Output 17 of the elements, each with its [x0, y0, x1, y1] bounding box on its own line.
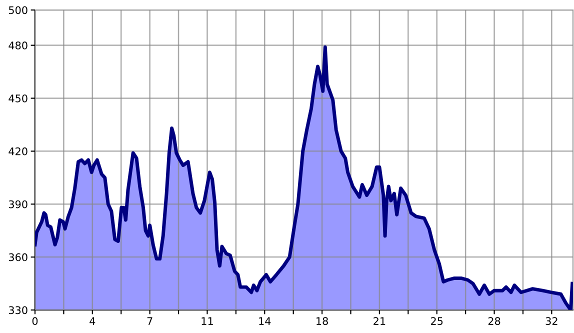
- x-tick-label: 11: [202, 317, 213, 325]
- y-tick-label: 330: [8, 306, 28, 314]
- y-tick-label: 390: [8, 200, 28, 208]
- x-tick-label: 14: [259, 317, 271, 325]
- x-tick-label: 28: [488, 317, 500, 326]
- x-tick-label: 32: [546, 317, 558, 326]
- x-tick-label: 7: [147, 317, 152, 325]
- x-tick-label: 18: [316, 317, 328, 326]
- y-tick-label: 420: [8, 147, 28, 156]
- y-tick-label: 360: [8, 253, 28, 262]
- x-tick-label: 21: [374, 317, 386, 325]
- y-tick-label: 450: [8, 94, 28, 102]
- x-tick-label: 4: [90, 317, 96, 325]
- y-tick-label: 480: [8, 42, 28, 50]
- x-tick-label: 0: [32, 317, 38, 326]
- y-tick-label: 500: [8, 6, 28, 14]
- x-tick-label: 25: [430, 317, 443, 326]
